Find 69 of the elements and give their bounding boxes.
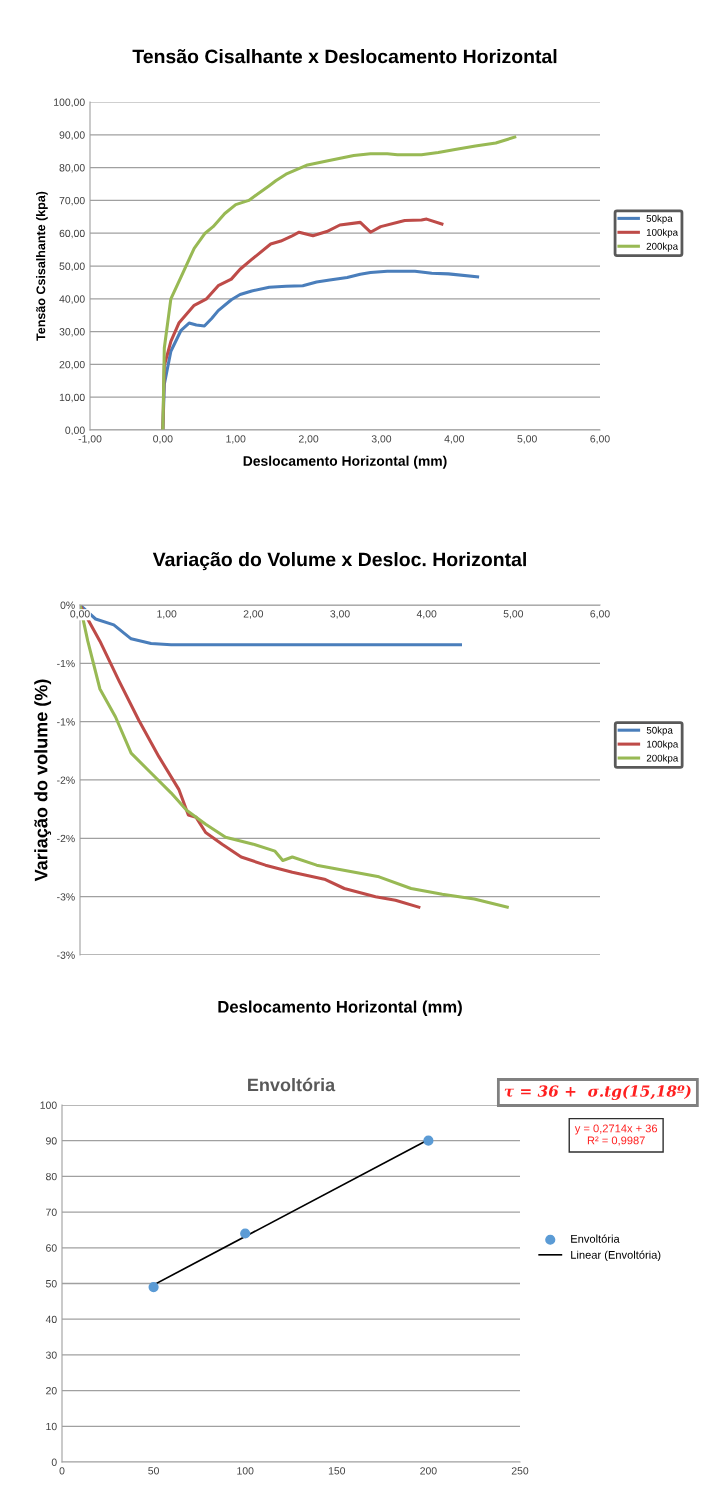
point: [148, 1281, 159, 1293]
y-tick-label: 100,00: [54, 98, 85, 108]
x-tick-label: 1,00: [157, 610, 177, 619]
y-tick-label: 40: [45, 1315, 57, 1324]
y-tick-label: 40,00: [59, 295, 85, 304]
y-tick-label: -2%: [57, 776, 75, 784]
y-tick-label: -1%: [57, 659, 75, 668]
y-tick-label: 0: [51, 1458, 57, 1466]
y-tick-label: 90,00: [59, 131, 85, 140]
x-tick-label: 5,00: [503, 610, 524, 619]
text: τ = 36 + σ.tg(15,18º): [504, 1085, 691, 1101]
y-tick-label: 80,00: [59, 164, 85, 173]
y-tick-label: 50: [45, 1280, 57, 1288]
x-tick-label: 3,00: [330, 610, 350, 619]
x-tick-label: 2,00: [243, 610, 264, 619]
y-tick-label: 60,00: [59, 229, 85, 239]
x-tick-label: 6,00: [590, 610, 610, 619]
legend-label: 100kpa: [646, 228, 679, 238]
x-axis-title: Deslocamento Horizontal (mm): [218, 1000, 462, 1017]
legend-label: Envoltória: [571, 1234, 620, 1243]
legend-label: 50kpa: [646, 726, 673, 736]
legend-label: 200kpa: [646, 242, 679, 252]
y-tick-label: 70: [46, 1208, 57, 1216]
legend-label: Linear (Envoltória): [571, 1250, 661, 1261]
x-tick-label: 200: [420, 1467, 437, 1475]
chart-title: Variação do Volume x Desloc. Horizontal: [152, 552, 526, 571]
x-tick-label: 50: [148, 1467, 159, 1475]
text: y = 0,2714x + 36 R² = 0,9987: [574, 1124, 658, 1146]
x-tick-label: 100: [237, 1467, 254, 1475]
x-tick-label: 2,00: [298, 435, 319, 444]
y-tick-label: 80: [46, 1172, 57, 1181]
x-tick-label: 150: [328, 1467, 346, 1475]
y-tick-label: -1%: [57, 718, 75, 726]
x-tick-label: 5,00: [517, 435, 537, 444]
y-tick-label: 10: [46, 1422, 57, 1431]
y-axis-title: Tensão Csisalhante (kpa): [36, 191, 48, 341]
legend-label: 100kpa: [647, 740, 679, 750]
y-tick-label: 90: [46, 1137, 57, 1145]
x-tick-label: 6,00: [590, 435, 610, 444]
x-tick-label: 4,00: [444, 435, 465, 444]
y-tick-label: 10,00: [59, 393, 85, 403]
y-tick-label: 60: [46, 1244, 57, 1252]
y-tick-label: 30: [45, 1351, 57, 1359]
y-tick-label: 50,00: [59, 262, 85, 272]
y-tick-label: 0%: [60, 601, 75, 609]
y-tick-label: -3%: [57, 951, 75, 959]
y-tick-label: 20,00: [59, 360, 85, 370]
y-tick-label: -2%: [57, 834, 75, 843]
legend-label: 50kpa: [646, 214, 673, 224]
y-tick-label: 20: [46, 1387, 57, 1395]
x-tick-label: 250: [511, 1467, 529, 1475]
x-tick-label: -1,00: [78, 435, 102, 444]
x-tick-label: 1,00: [226, 435, 246, 444]
x-tick-label: 0,00: [153, 435, 173, 444]
y-tick-label: 100: [40, 1101, 57, 1109]
y-tick-label: -3%: [57, 893, 75, 901]
y-tick-label: 0,00: [65, 426, 85, 436]
line-series: [161, 135, 517, 430]
chart-title: Tensão Cisalhante x Deslocamento Horizontal: [132, 49, 557, 64]
x-tick-label: 3,00: [371, 435, 392, 444]
legend-label: 200kpa: [646, 754, 679, 764]
y-axis-title: Variação do volume (%): [34, 679, 52, 882]
point: [240, 1228, 251, 1239]
x-tick-label: 4,00: [416, 610, 437, 619]
point: [423, 1135, 434, 1146]
x-axis-title: Deslocamento Horizontal (mm): [243, 455, 447, 469]
chart-title: Envoltória: [248, 1077, 336, 1092]
y-tick-label: 70,00: [59, 196, 85, 206]
y-tick-label: 30,00: [59, 328, 85, 337]
